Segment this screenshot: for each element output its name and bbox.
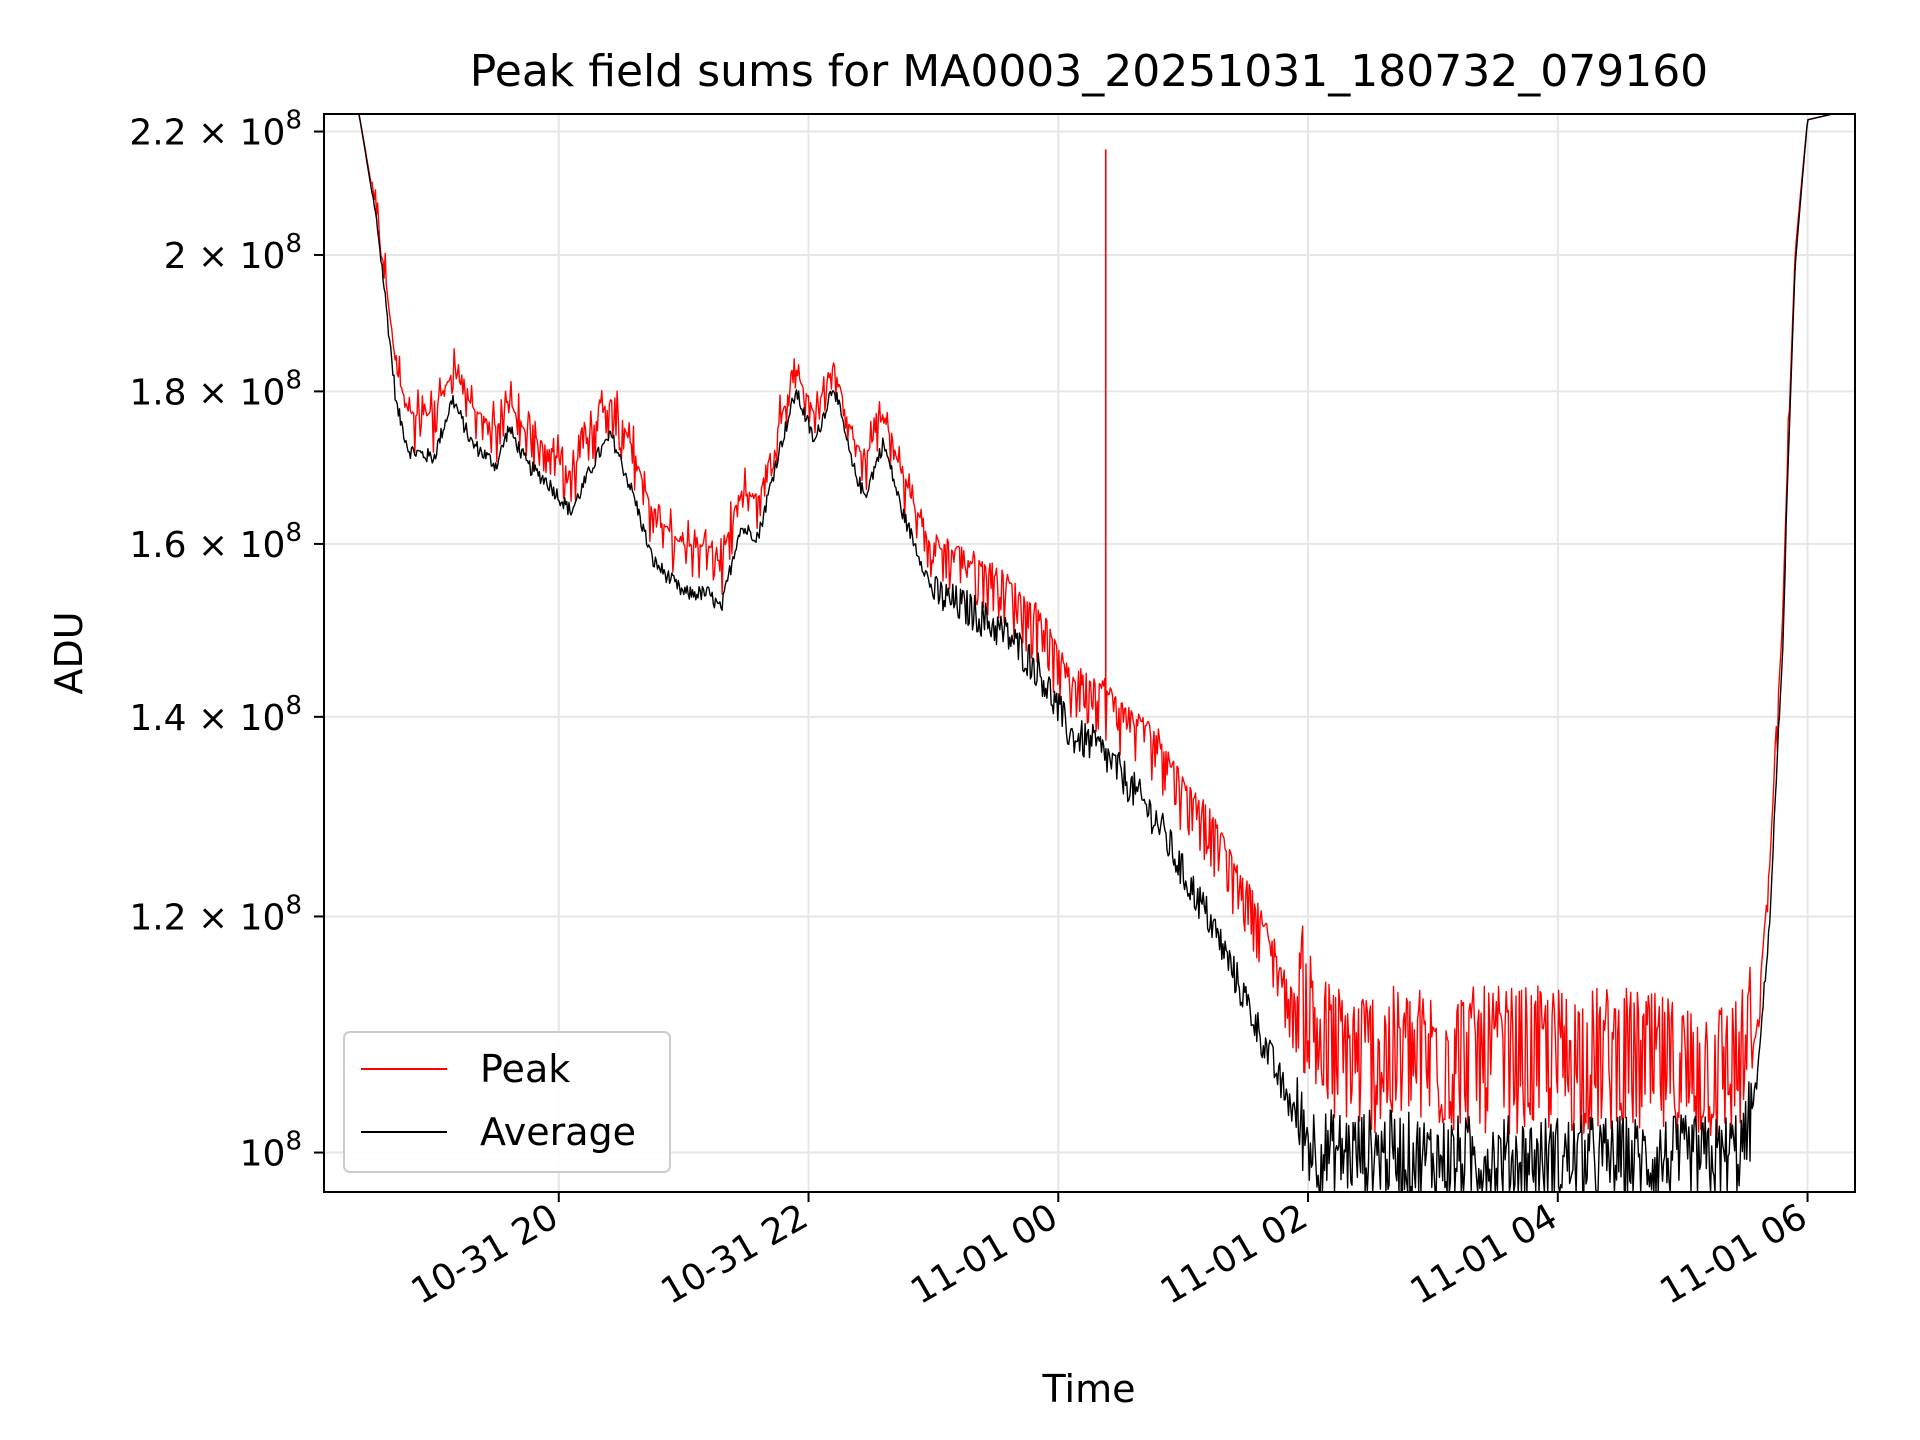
legend-peak-label: Peak — [480, 1047, 570, 1091]
y-tick-label: 2.2 × 108 — [129, 106, 302, 154]
series-peak-line — [324, 114, 1855, 1147]
plot-frame — [323, 113, 1856, 1193]
legend: Peak Average — [343, 1031, 671, 1173]
chart-title: Peak field sums for MA0003_20251031_1807… — [470, 46, 1708, 97]
x-axis-label: Time — [1042, 1367, 1136, 1411]
y-tick-label: 1.8 × 108 — [129, 365, 302, 413]
legend-box — [343, 1031, 671, 1173]
y-tick-label: 1.4 × 108 — [129, 691, 302, 739]
plot-area — [324, 114, 1855, 1192]
y-tick-label: 1.6 × 108 — [129, 518, 302, 566]
legend-average-label: Average — [480, 1110, 636, 1154]
y-tick-label: 1.2 × 108 — [129, 890, 302, 938]
y-axis-label: ADU — [47, 611, 91, 694]
series-average-line — [324, 114, 1855, 1192]
y-tick-label: 108 — [240, 1127, 302, 1175]
y-axis: 2.2 × 108 2 × 108 1.8 × 108 1.6 × 108 1.4 × … — [129, 106, 324, 1175]
y-tick-label: 2 × 108 — [164, 229, 302, 277]
